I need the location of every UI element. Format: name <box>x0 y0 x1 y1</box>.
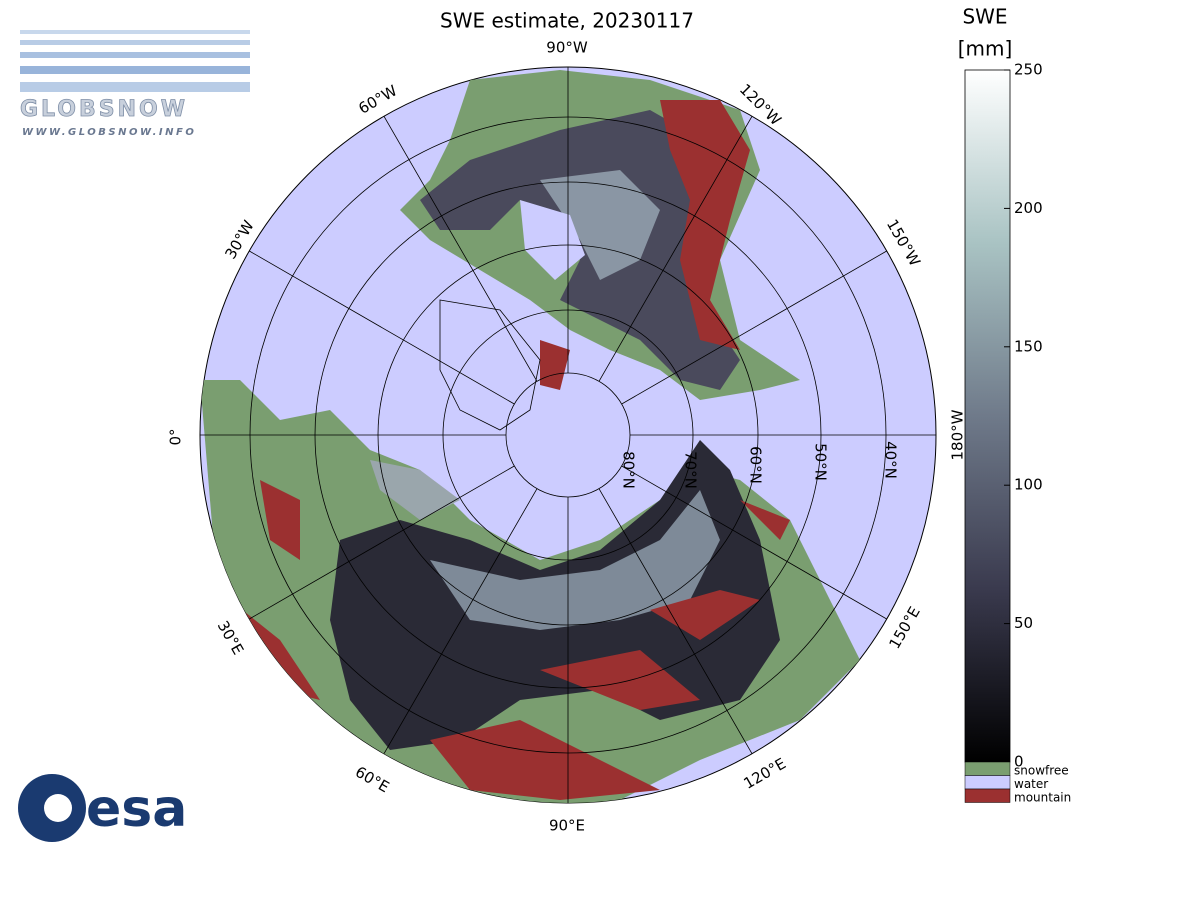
meridian <box>621 250 887 405</box>
logo-url: WWW.GLOBSNOW.INFO <box>22 127 196 138</box>
longitude-label: 90°W <box>546 39 588 57</box>
globsnow-logo: GLOBSNOW WWW.GLOBSNOW.INFO <box>20 30 250 138</box>
colorbar-gradient <box>964 69 1011 763</box>
deep-snow-region <box>430 490 720 630</box>
colorbar-tick-label: 50 <box>1014 614 1033 632</box>
longitude-label: 180°W <box>949 409 967 460</box>
mountain-region <box>230 480 790 800</box>
latitude-label: 70°N <box>682 451 700 489</box>
colorbar-title: SWE <box>962 5 1007 29</box>
meridian <box>598 488 753 754</box>
mountain-region <box>540 100 750 390</box>
map <box>199 66 937 804</box>
meridian <box>383 488 538 754</box>
colorbar-unit: [mm] <box>958 37 1013 61</box>
greenland <box>439 299 541 431</box>
longitude-label: 120°E <box>741 754 789 792</box>
meridian <box>621 465 887 620</box>
legend-label: water <box>1014 777 1048 791</box>
longitude-label: 0° <box>167 428 185 445</box>
snow-region <box>370 460 460 520</box>
legend-swatch <box>964 761 1011 776</box>
colorbar: SWE [mm] 0 50 100 150 200 250 snowfreewatermou… <box>958 5 1072 805</box>
colorbar-tick-label: 0 <box>1014 753 1024 771</box>
colorbar-tick-label: 150 <box>1014 337 1043 355</box>
meridian <box>249 250 515 405</box>
legend-swatch <box>964 775 1011 790</box>
meridians <box>200 67 936 803</box>
meridian <box>598 116 753 382</box>
meridian <box>249 465 515 620</box>
hudson-bay <box>520 200 585 280</box>
colorbar-tick-label: 100 <box>1014 476 1043 494</box>
legend-swatch <box>964 788 1011 803</box>
meridian <box>383 116 538 382</box>
deep-snow-region <box>540 170 660 280</box>
latitude-label: 80°N <box>620 451 638 489</box>
latitude-label: 40°N <box>882 441 900 479</box>
logo-name: GLOBSNOW <box>20 97 188 122</box>
legend-label: snowfree <box>1014 764 1069 778</box>
map-title: SWE estimate, 20230117 <box>440 9 694 33</box>
colorbar-tick-label: 250 <box>1014 61 1043 79</box>
longitude-label: 30°E <box>214 618 248 658</box>
longitude-label: 60°E <box>352 763 392 797</box>
longitude-label: 90°E <box>549 817 585 835</box>
esa-logo: esa <box>18 774 187 842</box>
latitude-label: 60°N <box>747 446 765 484</box>
legend-label: mountain <box>1014 791 1071 805</box>
latitude-label: 50°N <box>812 443 830 481</box>
agency-name: esa <box>86 779 187 839</box>
colorbar-tick-label: 200 <box>1014 199 1043 217</box>
